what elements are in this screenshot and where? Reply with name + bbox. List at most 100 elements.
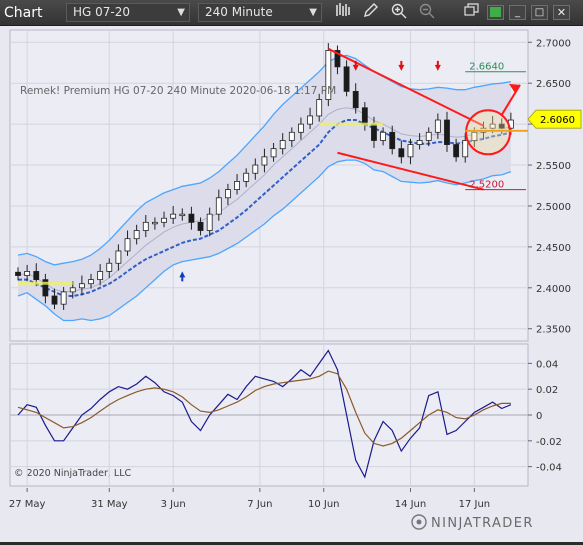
candle-body — [15, 271, 21, 276]
candle-body — [188, 213, 195, 223]
instrument-selector[interactable]: HG 07-20 ▼ — [66, 3, 190, 22]
candle-body — [124, 238, 131, 252]
oscillator-line — [17, 370, 511, 447]
candle-body — [453, 144, 460, 158]
candle-body — [389, 131, 396, 150]
upper-band-line — [17, 54, 512, 266]
candle-body — [60, 291, 67, 305]
interval-selector[interactable]: 240 Minute ▼ — [198, 3, 322, 22]
candle-body — [252, 164, 259, 174]
candle-body — [334, 50, 341, 68]
candle-body — [225, 189, 231, 199]
candle-body — [325, 50, 332, 100]
osc-tick-label: 0.02 — [536, 385, 558, 396]
candle-body — [88, 279, 94, 285]
candle-body — [179, 213, 186, 217]
candle-body — [197, 221, 204, 231]
candle-body — [234, 181, 240, 190]
down-arrow-marker — [398, 60, 405, 71]
chart-title: Remek! Premium HG 07-20 240 Minute 2020-… — [20, 85, 336, 97]
pencil-icon[interactable] — [360, 3, 380, 22]
osc-tick-label: 0.04 — [536, 359, 558, 370]
candle-body — [471, 131, 478, 141]
zoom-in-icon[interactable] — [389, 3, 409, 22]
level-label: 2.6640 — [469, 62, 504, 73]
lower-band-line — [17, 159, 512, 322]
candle-body — [316, 99, 323, 117]
price-panel: 2.6640 2.5200 Remek! Premium HG 07-20 240 … — [10, 30, 582, 479]
color-swatch-icon[interactable] — [487, 5, 504, 20]
interval-value: 240 Minute — [205, 5, 273, 19]
current-price-label: 2.6060 — [540, 115, 575, 126]
candle-body — [434, 119, 441, 133]
time-axis: 27 May 31 May 3 Jun 7 Jun 10 Jun 14 Jun 17 Jun — [9, 488, 490, 510]
candle-body — [97, 271, 104, 281]
logo-wordmark: NINJATRADER — [431, 516, 534, 531]
chevron-down-icon: ▼ — [177, 7, 185, 18]
breakout-circle — [465, 109, 512, 156]
chart-canvas: 2.6640 2.5200 Remek! Premium HG 07-20 240 … — [9, 29, 582, 542]
chart-toolbar: Chart HG 07-20 ▼ 240 Minute ▼ _ □ ✕ — [0, 0, 583, 26]
candle-body — [279, 140, 286, 150]
candle-body — [51, 295, 58, 305]
time-tick-label: 10 Jun — [308, 499, 340, 510]
candle-body — [361, 107, 368, 125]
candle-body — [462, 140, 469, 158]
chevron-down-icon: ▼ — [309, 7, 317, 18]
candle-body — [380, 131, 387, 141]
time-axis-bg — [10, 488, 528, 542]
candle-body — [69, 287, 76, 293]
osc-tick-label: -0.04 — [536, 463, 562, 474]
price-tick-label: 2.4000 — [536, 284, 571, 295]
window-restore-icon[interactable] — [462, 3, 482, 22]
osc-tick-label: -0.02 — [536, 437, 562, 448]
down-arrow-marker — [434, 60, 441, 71]
osc-tick-label: 0 — [536, 411, 542, 422]
candle-body — [298, 123, 304, 133]
bar-chart-icon[interactable] — [333, 3, 353, 22]
candle-body — [33, 271, 40, 281]
price-tick-label: 2.5500 — [536, 161, 571, 172]
upper-trendline — [327, 47, 484, 127]
candle-body — [498, 123, 505, 129]
logo-mark-dot-icon — [416, 519, 422, 525]
candle-body — [425, 131, 432, 141]
time-tick-label: 17 Jun — [459, 499, 491, 510]
time-tick-label: 14 Jun — [395, 499, 427, 510]
candle-body — [142, 221, 149, 231]
window-title: Chart — [4, 5, 43, 21]
logo-mark-icon — [411, 514, 427, 530]
candle-body — [42, 279, 49, 297]
candle-body — [170, 213, 177, 219]
oscillator-panel: 0.04 0.02 0 -0.02 -0.04 — [10, 344, 562, 486]
close-icon[interactable]: ✕ — [553, 5, 570, 20]
down-arrow-marker — [352, 60, 359, 71]
price-tick-label: 2.7000 — [536, 38, 571, 49]
current-price-marker — [527, 109, 582, 129]
minimize-icon[interactable]: _ — [509, 5, 526, 20]
candle-body — [215, 197, 222, 215]
zoom-out-icon[interactable] — [417, 3, 437, 22]
breakout-arrow-line — [501, 84, 521, 115]
candle-body — [307, 115, 313, 125]
time-tick-label: 27 May — [9, 499, 46, 510]
candle-body — [407, 144, 414, 158]
candle-body — [206, 213, 213, 231]
level-label: 2.5200 — [469, 180, 504, 191]
price-tick-label: 2.3500 — [536, 325, 571, 336]
instrument-value: HG 07-20 — [73, 5, 131, 19]
candle-body — [343, 66, 350, 92]
price-tick-label: 2.6500 — [536, 79, 571, 90]
chart-area: 2.6640 2.5200 Remek! Premium HG 07-20 240 … — [0, 26, 583, 542]
price-tick-label: 2.4500 — [536, 243, 571, 254]
price-tick-label: 2.5000 — [536, 202, 571, 213]
oscillator-line — [17, 349, 512, 479]
maximize-icon[interactable]: □ — [531, 5, 548, 20]
candle-body — [489, 123, 496, 129]
candle-body — [151, 221, 158, 225]
time-tick-label: 3 Jun — [161, 499, 186, 510]
candle-body — [24, 271, 31, 276]
candle-body — [444, 119, 450, 145]
candle-body — [416, 140, 423, 145]
candle-body — [270, 148, 277, 158]
